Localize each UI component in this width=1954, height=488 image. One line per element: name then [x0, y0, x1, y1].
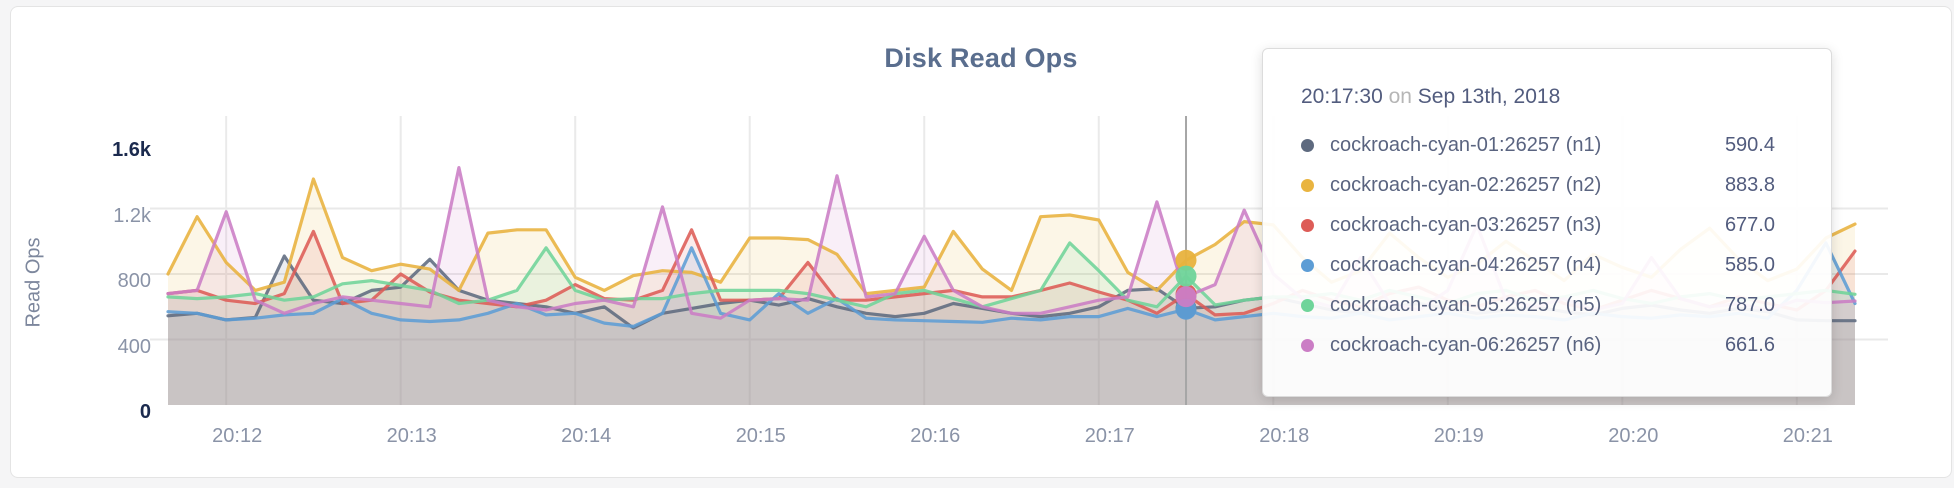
- tooltip-time: 20:17:30: [1301, 85, 1383, 108]
- tooltip-row: cockroach-cyan-05:26257 (n5) 787.0: [1301, 285, 1775, 325]
- x-tick-label: 20:16: [910, 425, 961, 447]
- tooltip-row: cockroach-cyan-04:26257 (n4) 585.0: [1301, 245, 1775, 285]
- hover-dot-n6: [1175, 286, 1197, 308]
- tooltip-series-value: 677.0: [1724, 213, 1775, 236]
- y-tick-label: 400: [117, 335, 151, 358]
- series-color-dot-icon: [1301, 218, 1314, 232]
- series-color-dot-icon: [1301, 178, 1314, 192]
- x-tick-label: 20:21: [1782, 425, 1833, 447]
- x-tick-label: 20:20: [1608, 425, 1659, 447]
- y-tick-label: 1.6k: [112, 139, 151, 161]
- x-tick-label: 20:14: [561, 425, 612, 447]
- tooltip-series-name: cockroach-cyan-05:26257 (n5): [1330, 293, 1602, 316]
- tooltip-conjunction: on: [1388, 85, 1412, 108]
- tooltip-date: Sep 13th, 2018: [1417, 85, 1561, 108]
- tooltip-header: 20:17:30 on Sep 13th, 2018: [1301, 83, 1775, 111]
- x-tick-label: 20:15: [735, 425, 786, 447]
- tooltip-rows: cockroach-cyan-01:26257 (n1) 590.4 cockroa…: [1301, 125, 1775, 365]
- tooltip-row: cockroach-cyan-01:26257 (n1) 590.4: [1301, 125, 1775, 165]
- tooltip-series-name: cockroach-cyan-03:26257 (n3): [1330, 213, 1602, 236]
- tooltip-row: cockroach-cyan-03:26257 (n3) 677.0: [1301, 205, 1775, 245]
- x-tick-label: 20:19: [1433, 425, 1484, 447]
- tooltip-series-name: cockroach-cyan-01:26257 (n1): [1330, 133, 1602, 156]
- tooltip-series-value: 787.0: [1724, 293, 1775, 316]
- hover-dot-n5: [1175, 265, 1197, 287]
- x-tick-label: 20:12: [212, 425, 263, 447]
- hover-tooltip: 20:17:30 on Sep 13th, 2018 cockroach-cya…: [1262, 48, 1832, 397]
- series-color-dot-icon: [1301, 138, 1314, 152]
- y-tick-label: 800: [117, 270, 151, 292]
- series-color-dot-icon: [1301, 258, 1314, 272]
- series-color-dot-icon: [1301, 298, 1314, 312]
- series-color-dot-icon: [1301, 338, 1314, 352]
- x-tick-label: 20:13: [386, 425, 437, 447]
- tooltip-row: cockroach-cyan-06:26257 (n6) 661.6: [1301, 325, 1775, 365]
- hover-dot-n2: [1175, 249, 1197, 271]
- tooltip-row: cockroach-cyan-02:26257 (n2) 883.8: [1301, 165, 1775, 205]
- chart-title: Disk Read Ops: [884, 43, 1078, 73]
- tooltip-series-name: cockroach-cyan-04:26257 (n4): [1330, 253, 1602, 276]
- x-tick-label: 20:18: [1259, 425, 1310, 447]
- tooltip-series-value: 590.4: [1724, 133, 1775, 156]
- x-tick-label: 20:17: [1084, 425, 1135, 447]
- tooltip-series-value: 883.8: [1724, 173, 1775, 196]
- y-tick-label: 0: [139, 401, 151, 423]
- tooltip-series-name: cockroach-cyan-06:26257 (n6): [1330, 333, 1602, 356]
- tooltip-series-name: cockroach-cyan-02:26257 (n2): [1330, 173, 1602, 196]
- tooltip-series-value: 661.6: [1724, 333, 1775, 356]
- tooltip-series-value: 585.0: [1724, 253, 1775, 276]
- y-tick-label: 1.2k: [113, 204, 151, 227]
